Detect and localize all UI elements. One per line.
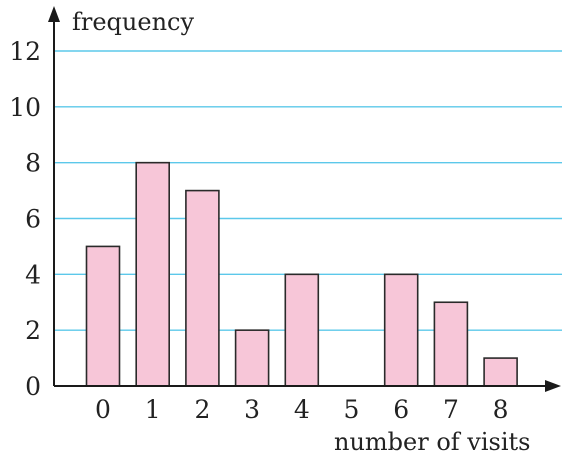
y-tick-label: 12 <box>9 37 41 66</box>
x-tick-label: 3 <box>244 395 260 424</box>
y-tick-label: 4 <box>25 260 41 289</box>
axes <box>48 6 561 392</box>
bar <box>135 161 170 387</box>
x-tick-label: 0 <box>95 395 111 424</box>
x-tick-label: 8 <box>493 395 509 424</box>
bars <box>85 161 518 387</box>
x-tick-label: 6 <box>393 395 409 424</box>
bar <box>85 245 121 387</box>
y-tick-label: 2 <box>25 316 41 345</box>
x-tick-label: 1 <box>145 395 161 424</box>
x-tick-label: 5 <box>344 395 360 424</box>
x-tick-label: 7 <box>443 395 459 424</box>
bar <box>433 301 469 387</box>
y-tick-labels: 0 2 4 6 8 10 12 <box>9 37 41 401</box>
x-axis-arrow <box>545 380 561 392</box>
y-axis-title: frequency <box>72 8 194 36</box>
x-tick-label: 4 <box>294 395 310 424</box>
y-tick-label: 0 <box>25 372 41 401</box>
bar <box>383 273 419 387</box>
y-tick-label: 6 <box>25 205 41 234</box>
bar <box>234 329 270 387</box>
x-tick-label: 2 <box>194 395 210 424</box>
x-axis-title: number of visits <box>334 428 531 456</box>
y-tick-label: 10 <box>9 93 41 122</box>
bar <box>185 189 220 387</box>
bar <box>483 357 518 387</box>
y-axis-arrow <box>48 6 60 22</box>
bar <box>284 273 320 387</box>
x-tick-labels: 0 1 2 3 4 5 6 7 8 <box>95 395 509 424</box>
y-tick-label: 8 <box>25 149 41 178</box>
